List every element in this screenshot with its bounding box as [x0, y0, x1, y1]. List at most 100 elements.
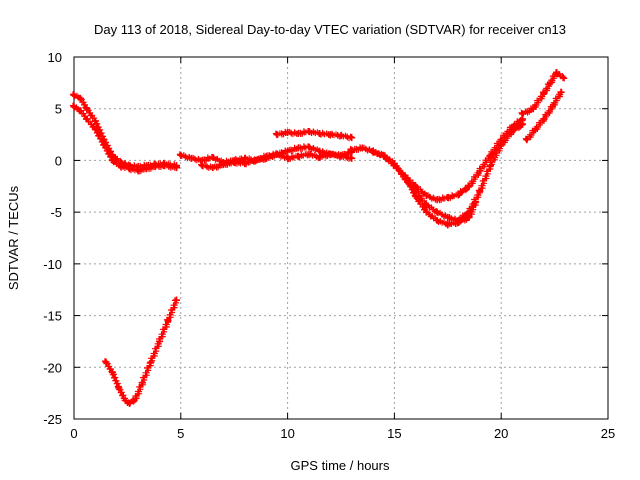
- y-tick-label: -10: [43, 257, 62, 272]
- data-point: [519, 110, 527, 118]
- x-axis-label: GPS time / hours: [291, 458, 390, 473]
- grid: [74, 57, 608, 419]
- data-point: [454, 218, 462, 226]
- y-tick-label: -5: [50, 205, 62, 220]
- data-point: [433, 216, 441, 224]
- x-tick-label: 20: [494, 426, 508, 441]
- data-point: [83, 105, 91, 113]
- data-point: [508, 127, 516, 135]
- data-point: [164, 317, 172, 325]
- data-point: [559, 74, 567, 82]
- series-arc-d: [198, 143, 356, 172]
- series-arc-g: [518, 69, 568, 118]
- data-point: [284, 154, 292, 162]
- data-point: [529, 105, 537, 113]
- data-point: [472, 198, 480, 206]
- data-point: [422, 201, 430, 209]
- series-markers: [347, 115, 526, 204]
- data-point: [553, 69, 561, 77]
- data-series: [70, 69, 568, 407]
- data-point: [155, 337, 163, 345]
- data-point: [76, 107, 84, 115]
- data-point: [134, 167, 142, 175]
- data-point: [305, 143, 313, 151]
- y-tick-label: 0: [55, 153, 62, 168]
- x-tick-label: 10: [280, 426, 294, 441]
- data-point: [177, 151, 185, 159]
- data-point: [326, 131, 334, 139]
- data-point: [348, 134, 356, 142]
- x-tick-label: 25: [601, 426, 615, 441]
- data-point: [348, 154, 356, 162]
- data-point: [531, 125, 539, 133]
- data-point: [412, 193, 420, 201]
- x-axis-ticks: 0 5 10 15 20 25: [70, 57, 615, 441]
- data-point: [91, 117, 99, 125]
- series-arc-h: [522, 88, 565, 144]
- data-point: [519, 120, 527, 128]
- data-point: [433, 196, 441, 204]
- data-point: [100, 141, 108, 149]
- y-tick-label: 5: [55, 102, 62, 117]
- data-point: [76, 94, 84, 102]
- data-point: [540, 115, 548, 123]
- data-point: [241, 160, 249, 168]
- data-point: [337, 152, 345, 160]
- data-point: [294, 144, 302, 152]
- data-point: [422, 192, 430, 200]
- data-point: [433, 208, 441, 216]
- data-point: [348, 146, 356, 154]
- data-point: [369, 148, 377, 156]
- data-point: [126, 165, 134, 173]
- data-point: [557, 88, 565, 96]
- y-tick-label: -15: [43, 309, 62, 324]
- data-point: [284, 147, 292, 155]
- data-point: [262, 154, 270, 162]
- data-point: [209, 153, 217, 161]
- data-point: [316, 153, 324, 161]
- data-point: [401, 172, 409, 180]
- data-point: [548, 103, 556, 111]
- data-point: [316, 147, 324, 155]
- data-point: [380, 151, 388, 159]
- data-point: [444, 213, 452, 221]
- data-point: [337, 132, 345, 140]
- y-tick-label: -20: [43, 360, 62, 375]
- plot-frame: [73, 56, 609, 420]
- data-point: [70, 91, 78, 99]
- data-point: [108, 156, 116, 164]
- data-point: [476, 187, 484, 195]
- series-arc-f-upper: [347, 115, 527, 204]
- data-point: [126, 399, 134, 407]
- x-tick-label: 0: [70, 426, 77, 441]
- data-point: [230, 158, 238, 166]
- data-point: [273, 150, 281, 158]
- data-point: [121, 396, 129, 404]
- series-markers: [272, 128, 354, 142]
- data-point: [540, 89, 548, 97]
- data-point: [83, 115, 91, 123]
- series-markers: [102, 297, 180, 406]
- data-point: [523, 136, 531, 144]
- data-point: [444, 194, 452, 202]
- data-point: [151, 163, 159, 171]
- chart-title: Day 113 of 2018, Sidereal Day-to-day VTE…: [94, 22, 566, 37]
- data-point: [305, 150, 313, 158]
- data-point: [476, 167, 484, 175]
- data-point: [294, 152, 302, 160]
- data-point: [138, 379, 146, 387]
- y-tick-label: -25: [43, 412, 62, 427]
- data-point: [220, 161, 228, 169]
- x-tick-label: 5: [177, 426, 184, 441]
- series-markers: [70, 91, 180, 171]
- data-point: [160, 162, 168, 170]
- data-point: [487, 162, 495, 170]
- data-point: [187, 154, 195, 162]
- data-point: [454, 191, 462, 199]
- y-tick-label: 10: [48, 50, 62, 65]
- series-arc-a-lower: [70, 102, 181, 175]
- series-arc-a-upper: [70, 91, 181, 171]
- data-point: [358, 144, 366, 152]
- data-point: [173, 296, 181, 304]
